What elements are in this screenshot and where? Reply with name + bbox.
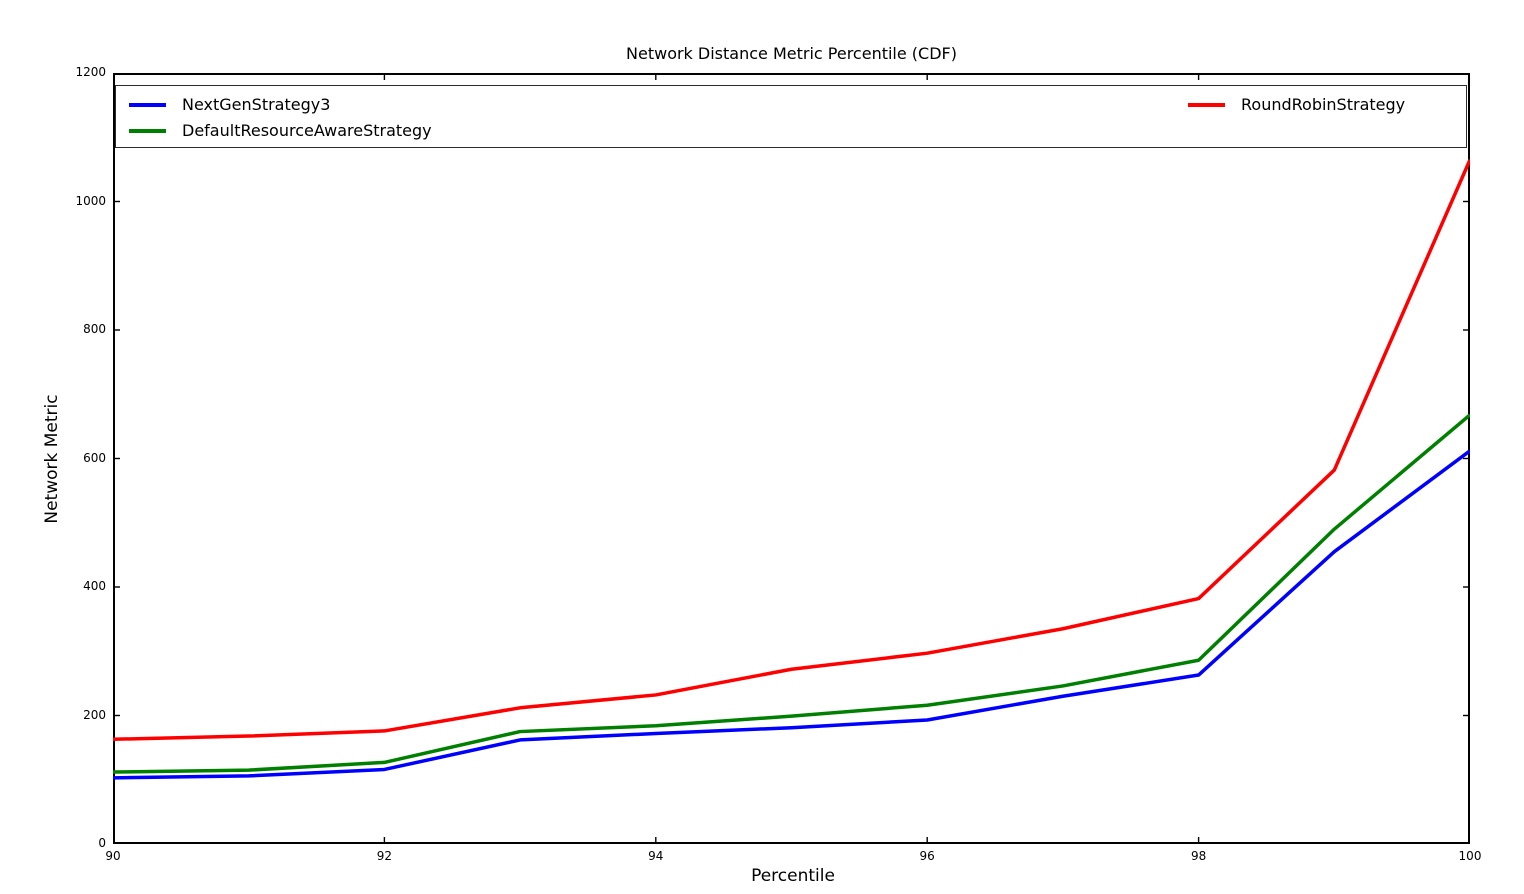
legend-item-label: NextGenStrategy3: [182, 95, 331, 114]
y-tick-label: 1200: [75, 65, 106, 79]
x-tick-label: 92: [376, 849, 393, 863]
legend-line-sample: [129, 103, 166, 107]
x-tick-label: 94: [648, 849, 664, 863]
chart-title: Network Distance Metric Percentile (CDF): [626, 44, 957, 63]
legend-item-label: RoundRobinStrategy: [1241, 95, 1406, 114]
y-tick-label: 0: [98, 836, 106, 850]
legend: NextGenStrategy3 DefaultResourceAwareStr…: [115, 85, 1467, 148]
legend-line-sample: [1188, 103, 1225, 107]
legend-line-sample: [129, 129, 166, 133]
x-tick-label: 90: [105, 849, 121, 863]
x-tick-label: 100: [1458, 849, 1482, 863]
y-tick-label: 600: [83, 450, 106, 465]
x-tick-label: 98: [1190, 849, 1207, 863]
y-tick-label: 800: [83, 322, 106, 336]
x-axis-label: Percentile: [751, 866, 835, 886]
legend-item: RoundRobinStrategy: [1188, 92, 1405, 118]
y-tick-label: 200: [83, 707, 106, 722]
legend-item: NextGenStrategy3: [129, 92, 330, 118]
y-tick-label: 1000: [75, 193, 106, 208]
legend-item: DefaultResourceAwareStrategy: [129, 118, 432, 144]
plot-area: [113, 73, 1470, 844]
x-tick-label: 96: [919, 849, 935, 863]
y-tick-label: 400: [83, 579, 106, 593]
legend-item-label: DefaultResourceAwareStrategy: [182, 121, 432, 140]
